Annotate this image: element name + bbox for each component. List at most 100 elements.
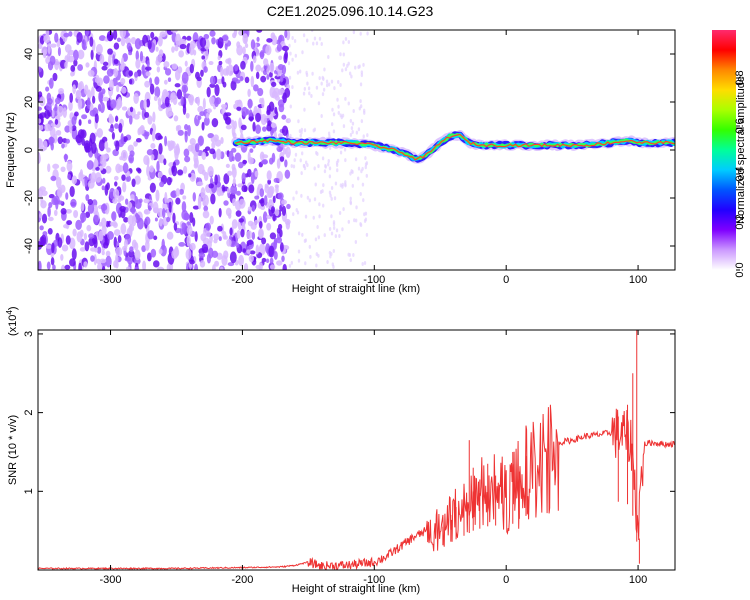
ridge-band-4 bbox=[235, 133, 675, 161]
noise-cell bbox=[217, 37, 224, 49]
noise-cell bbox=[285, 220, 291, 230]
noise-cell bbox=[100, 203, 108, 211]
noise-cell bbox=[206, 86, 211, 98]
sparse-noise-cell bbox=[297, 258, 301, 263]
noise-cell bbox=[68, 100, 73, 112]
noise-cell bbox=[78, 262, 82, 270]
noise-cell bbox=[111, 211, 117, 222]
sparse-noise-cell bbox=[343, 147, 347, 152]
noise-cell bbox=[73, 59, 78, 67]
noise-cell bbox=[231, 119, 235, 127]
noise-cell bbox=[143, 198, 150, 204]
noise-cell bbox=[274, 106, 278, 115]
noise-cell bbox=[51, 242, 55, 254]
noise-cell bbox=[72, 228, 77, 237]
noise-cell bbox=[236, 44, 244, 56]
noise-cell bbox=[116, 84, 120, 93]
snr-x-label: Height of straight line (km) bbox=[292, 583, 420, 595]
noise-cell bbox=[104, 141, 109, 150]
sparse-noise-cell bbox=[322, 183, 325, 188]
noise-cell bbox=[208, 96, 215, 105]
sparse-noise-cell bbox=[300, 151, 304, 156]
noise-cell bbox=[223, 200, 229, 206]
noise-cell bbox=[275, 185, 279, 195]
noise-cell bbox=[98, 230, 104, 242]
noise-cell bbox=[108, 115, 115, 124]
noise-cell bbox=[263, 195, 268, 206]
noise-cell bbox=[101, 250, 105, 256]
noise-cell bbox=[242, 46, 246, 55]
noise-cell bbox=[130, 206, 136, 215]
noise-cell bbox=[47, 227, 53, 235]
sparse-noise-cell bbox=[323, 169, 327, 174]
sparse-noise-cell bbox=[334, 234, 338, 239]
sparse-noise-cell bbox=[356, 176, 360, 181]
noise-cell bbox=[43, 140, 48, 151]
noise-cell bbox=[234, 63, 239, 72]
noise-cell bbox=[277, 88, 285, 96]
noise-cell bbox=[70, 71, 75, 77]
sparse-noise-cell bbox=[330, 196, 333, 201]
noise-cell bbox=[123, 239, 128, 249]
noise-cell bbox=[276, 43, 282, 52]
noise-cell bbox=[231, 219, 238, 229]
sparse-noise-cell bbox=[315, 85, 319, 90]
noise-cell bbox=[238, 198, 246, 209]
sparse-noise-cell bbox=[342, 62, 346, 67]
sparse-noise-cell bbox=[292, 212, 295, 217]
noise-cell bbox=[240, 228, 245, 238]
snr-y-tick-label: 1 bbox=[23, 488, 35, 494]
sparse-noise-cell bbox=[333, 86, 336, 91]
sparse-noise-cell bbox=[362, 62, 365, 67]
sparse-noise-cell bbox=[364, 156, 367, 161]
noise-cell bbox=[156, 66, 161, 73]
sparse-noise-cell bbox=[336, 168, 339, 173]
noise-cell bbox=[281, 205, 287, 216]
noise-cell bbox=[213, 238, 218, 244]
noise-cell bbox=[89, 109, 97, 117]
sparse-noise-cell bbox=[332, 222, 336, 227]
noise-cell bbox=[150, 248, 157, 258]
noise-cell bbox=[129, 106, 134, 113]
noise-cell bbox=[209, 30, 216, 37]
sparse-noise-cell bbox=[360, 119, 364, 124]
sparse-noise-cell bbox=[330, 231, 334, 236]
noise-cell bbox=[54, 103, 58, 112]
noise-cell bbox=[52, 163, 60, 169]
sparse-noise-cell bbox=[342, 124, 346, 129]
noise-cell bbox=[181, 71, 189, 84]
noise-cell bbox=[84, 241, 90, 252]
sparse-noise-cell bbox=[352, 253, 355, 258]
noise-cell bbox=[38, 124, 44, 131]
noise-cell bbox=[182, 104, 187, 115]
noise-cell bbox=[283, 52, 288, 64]
noise-cell bbox=[101, 185, 105, 191]
sparse-noise-cell bbox=[302, 91, 306, 96]
noise-cell bbox=[267, 120, 272, 127]
noise-cell bbox=[166, 176, 172, 186]
noise-cell bbox=[188, 173, 192, 178]
noise-cell bbox=[158, 217, 163, 227]
colorbar: 0.0 0.2 0.4 0.6 0.8 Normalized spectral ampl… bbox=[712, 30, 747, 278]
sparse-noise-cell bbox=[302, 33, 306, 38]
noise-cell bbox=[231, 163, 236, 171]
sparse-noise-cell bbox=[344, 182, 347, 187]
noise-cell bbox=[142, 260, 147, 270]
noise-cell bbox=[149, 83, 155, 95]
noise-cell bbox=[128, 51, 133, 56]
noise-cell bbox=[105, 255, 112, 268]
noise-cell bbox=[121, 174, 126, 181]
noise-cell bbox=[261, 154, 269, 159]
noise-cell bbox=[112, 30, 118, 40]
noise-cell bbox=[127, 255, 133, 265]
noise-cell bbox=[157, 171, 163, 178]
noise-cell bbox=[218, 60, 223, 66]
noise-cell bbox=[62, 107, 67, 118]
noise-cell bbox=[147, 205, 152, 210]
snr-scale-note: (x104) bbox=[5, 306, 19, 336]
noise-cell bbox=[226, 238, 232, 247]
noise-cell bbox=[123, 216, 129, 223]
noise-cell bbox=[113, 42, 120, 50]
noise-cell bbox=[212, 264, 216, 270]
noise-cell bbox=[201, 169, 206, 176]
